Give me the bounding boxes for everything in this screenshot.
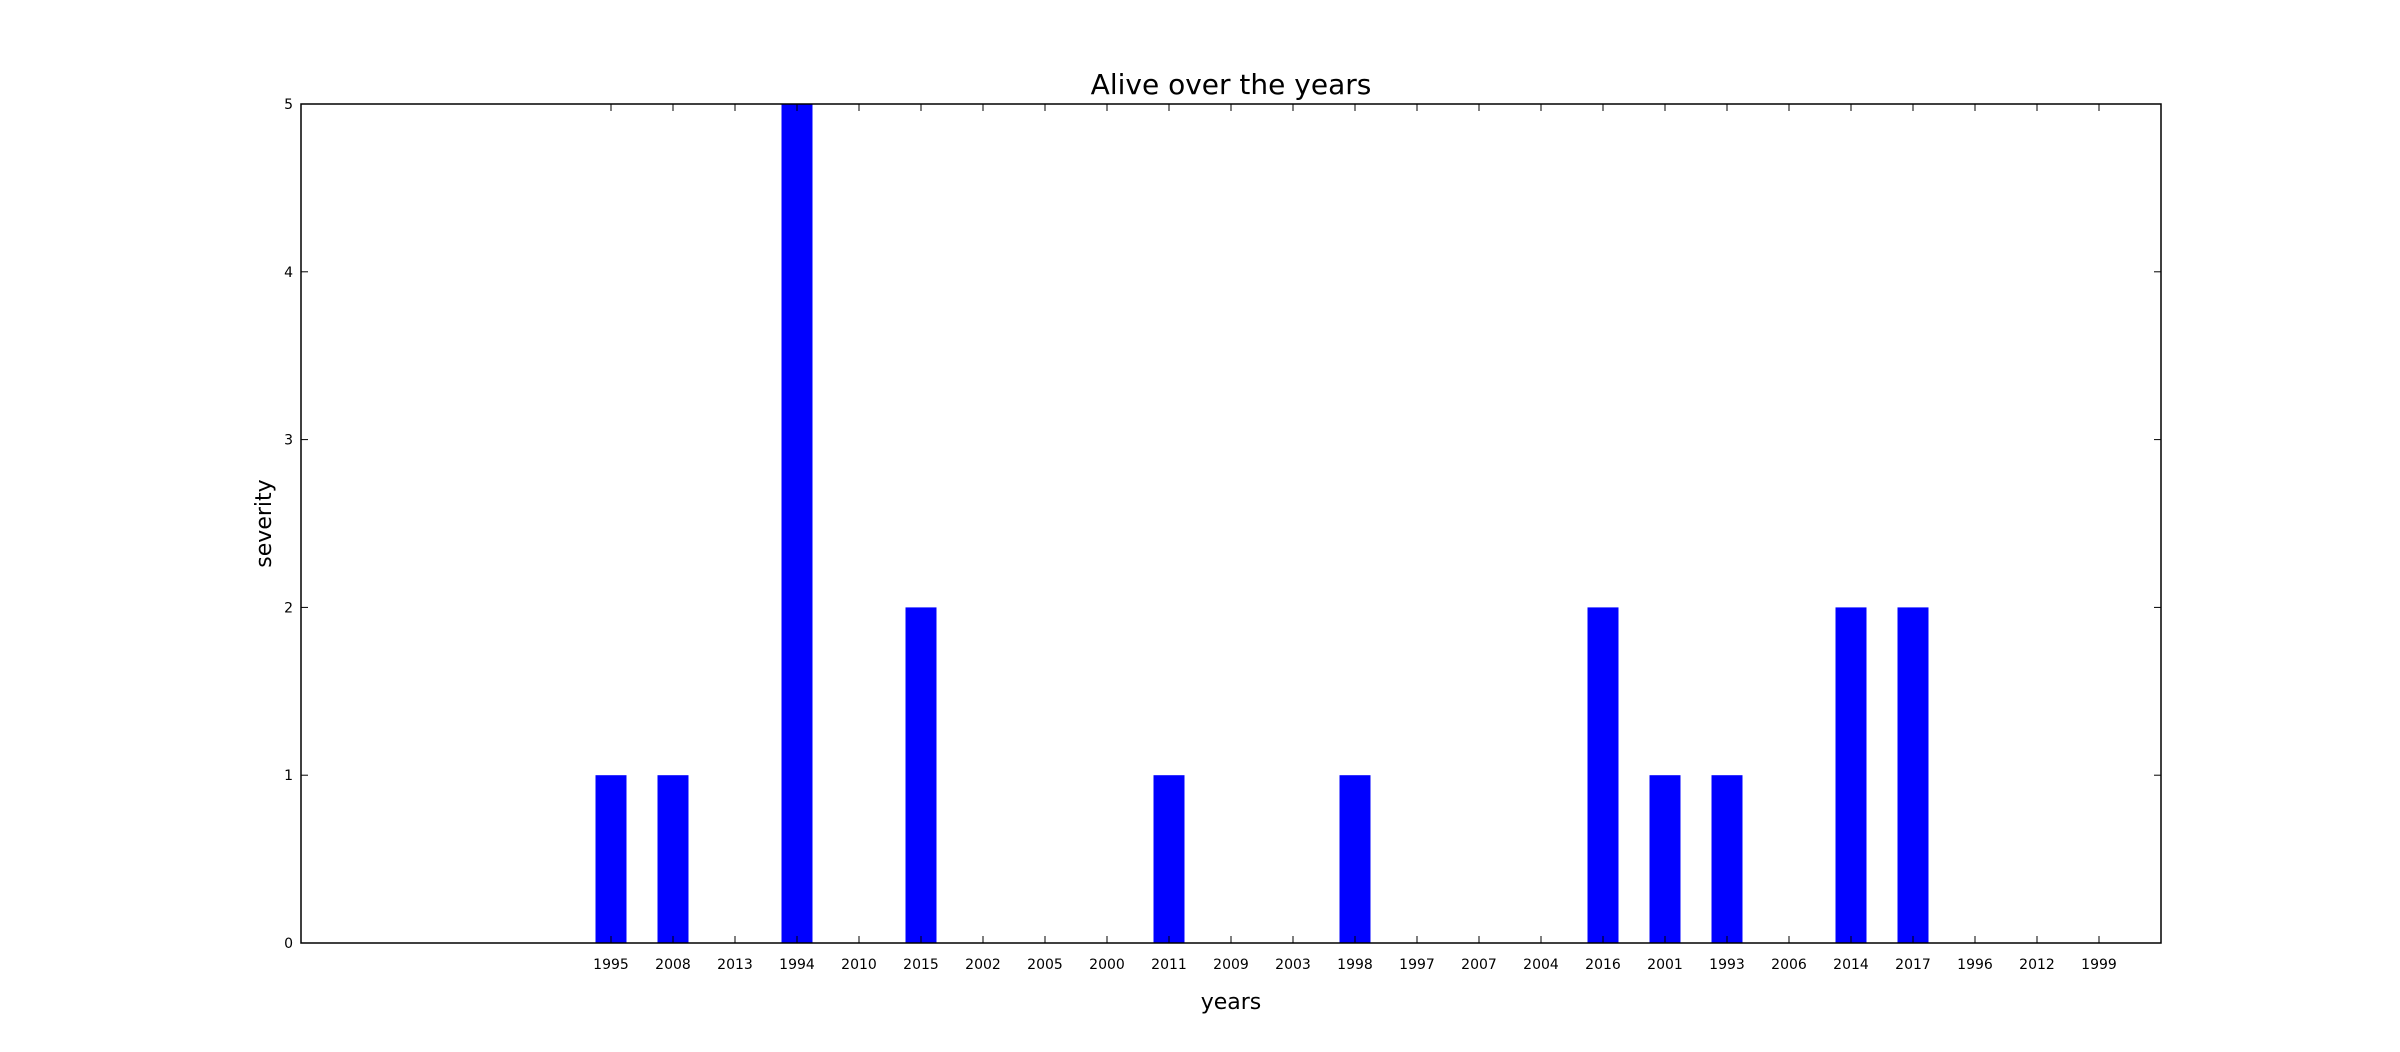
x-tick-label: 2005 bbox=[1027, 957, 1063, 973]
y-tick-label: 5 bbox=[284, 97, 293, 113]
x-tick-label: 2014 bbox=[1833, 957, 1869, 973]
chart-title: Alive over the years bbox=[1091, 68, 1372, 101]
y-tick-label: 0 bbox=[284, 936, 293, 952]
x-tick-label: 2007 bbox=[1461, 957, 1497, 973]
bar-2014 bbox=[1835, 607, 1867, 943]
x-tick-label: 1999 bbox=[2081, 957, 2117, 973]
bar-1995 bbox=[595, 775, 627, 943]
x-tick-label: 1996 bbox=[1957, 957, 1993, 973]
x-tick-label: 2004 bbox=[1523, 957, 1559, 973]
y-axis-title: severity bbox=[252, 479, 277, 567]
y-tick-label: 1 bbox=[284, 768, 293, 784]
bar-2001 bbox=[1649, 775, 1681, 943]
bar-2015 bbox=[905, 607, 937, 943]
bar-2011 bbox=[1153, 775, 1185, 943]
x-tick-label: 2012 bbox=[2019, 957, 2055, 973]
x-axis-title: years bbox=[1201, 990, 1262, 1015]
x-tick-label: 1995 bbox=[593, 957, 629, 973]
bar-1998 bbox=[1339, 775, 1371, 943]
y-tick-label: 2 bbox=[284, 600, 293, 616]
x-tick-label: 2003 bbox=[1275, 957, 1311, 973]
bars-group bbox=[595, 104, 1929, 943]
x-tick-label: 2002 bbox=[965, 957, 1001, 973]
bar-2017 bbox=[1897, 607, 1929, 943]
x-tick-label: 2000 bbox=[1089, 957, 1125, 973]
x-tick-label: 1997 bbox=[1399, 957, 1435, 973]
x-tick-label: 2009 bbox=[1213, 957, 1249, 973]
y-tick-label: 4 bbox=[284, 265, 293, 281]
y-tick-label: 3 bbox=[284, 433, 293, 449]
x-tick-label: 1994 bbox=[779, 957, 815, 973]
x-tick-label: 2001 bbox=[1647, 957, 1683, 973]
x-tick-label: 2006 bbox=[1771, 957, 1807, 973]
x-tick-label: 1998 bbox=[1337, 957, 1373, 973]
x-tick-label: 2008 bbox=[655, 957, 691, 973]
x-tick-label: 2016 bbox=[1585, 957, 1621, 973]
x-tick-label: 2010 bbox=[841, 957, 877, 973]
bar-1993 bbox=[1711, 775, 1743, 943]
x-tick-label: 2015 bbox=[903, 957, 939, 973]
bar-2016 bbox=[1587, 607, 1619, 943]
plot-area-frame bbox=[300, 103, 2162, 944]
x-tick-label: 2011 bbox=[1151, 957, 1187, 973]
x-tick-label: 2017 bbox=[1895, 957, 1931, 973]
bar-2008 bbox=[657, 775, 689, 943]
x-tick-label: 1993 bbox=[1709, 957, 1745, 973]
bar-1994 bbox=[781, 104, 813, 943]
x-tick-label: 2013 bbox=[717, 957, 753, 973]
